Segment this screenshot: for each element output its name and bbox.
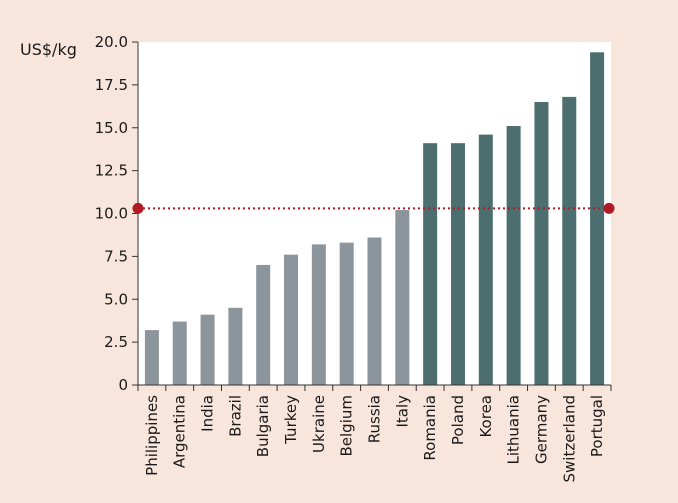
bar-poland	[450, 143, 465, 385]
reference-dot-left	[132, 202, 144, 214]
x-category-label: Philippines	[143, 395, 161, 476]
y-tick-label: 10.0	[95, 205, 128, 223]
x-category-label: Argentina	[171, 395, 189, 468]
bar-italy	[395, 210, 410, 385]
x-category-label: Italy	[393, 395, 411, 428]
x-category-label: Lithuania	[505, 395, 523, 464]
bar-korea	[478, 134, 493, 385]
bar-portugal	[590, 52, 605, 385]
x-category-label: Russia	[366, 395, 384, 443]
x-category-label: Belgium	[338, 395, 356, 457]
bar-india	[200, 314, 215, 385]
y-tick-label: 20.0	[95, 33, 128, 51]
bar-russia	[367, 237, 382, 385]
x-category-label: India	[199, 395, 217, 432]
y-tick-label: 15.0	[95, 119, 128, 137]
bar-germany	[534, 102, 549, 386]
x-category-label: Turkey	[282, 395, 300, 445]
bar-brazil	[228, 307, 243, 385]
y-tick-label: 0	[118, 376, 128, 394]
y-tick-label: 12.5	[95, 162, 128, 180]
bar-lithuania	[506, 126, 521, 385]
x-category-label: Ukraine	[310, 395, 328, 453]
bar-bulgaria	[256, 264, 271, 385]
bar-belgium	[339, 242, 354, 385]
x-category-label: Portugal	[588, 395, 606, 457]
reference-dot-right	[603, 202, 615, 214]
bar-switzerland	[562, 96, 577, 385]
x-category-label: Brazil	[226, 395, 244, 437]
x-category-label: Germany	[532, 395, 550, 464]
y-tick-label: 5.0	[104, 290, 128, 308]
x-category-label: Romania	[421, 395, 439, 461]
bar-argentina	[172, 321, 187, 385]
y-axis-unit-label: US$/kg	[20, 40, 77, 59]
x-category-label: Korea	[477, 395, 495, 438]
bar-ukraine	[311, 244, 326, 385]
bar-romania	[423, 143, 438, 385]
y-tick-label: 7.5	[104, 247, 128, 265]
x-category-label: Switzerland	[560, 395, 578, 483]
x-category-label: Poland	[449, 395, 467, 445]
y-tick-label: 17.5	[95, 76, 128, 94]
x-category-label: Bulgaria	[254, 395, 272, 457]
bar-philippines	[144, 330, 159, 385]
y-tick-label: 2.5	[104, 333, 128, 351]
bar-turkey	[284, 254, 299, 385]
